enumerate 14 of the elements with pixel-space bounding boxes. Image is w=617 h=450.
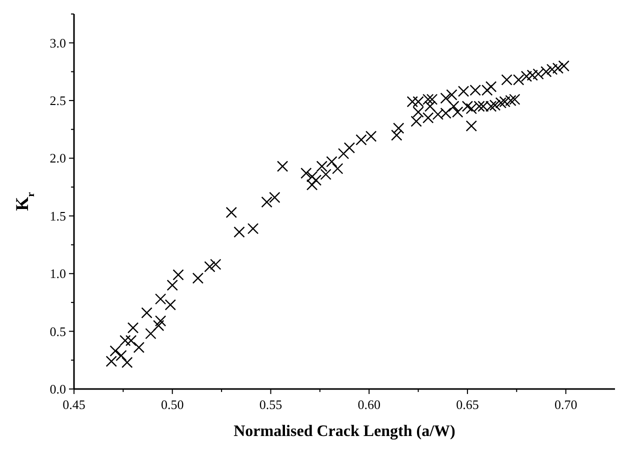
x-tick-label: 0.50 <box>160 397 184 412</box>
y-tick-label: 0.0 <box>50 382 66 396</box>
x-axis-title: Normalised Crack Length (a/W) <box>234 423 456 440</box>
y-tick-label: 3.0 <box>50 35 66 50</box>
x-tick-label: 0.55 <box>259 397 282 412</box>
y-tick-label: 1.0 <box>50 266 66 282</box>
y-tick-label: 2.0 <box>50 150 66 166</box>
y-tick-label: 0.5 <box>50 324 66 339</box>
y-tick-label: 2.5 <box>50 93 66 108</box>
x-tick-label: 0.65 <box>456 397 479 412</box>
x-tick-label: 0.45 <box>62 397 86 412</box>
x-tick-label: 0.60 <box>358 397 380 412</box>
x-tick-label: 0.70 <box>554 397 578 412</box>
y-tick-label: 1.5 <box>50 208 66 224</box>
